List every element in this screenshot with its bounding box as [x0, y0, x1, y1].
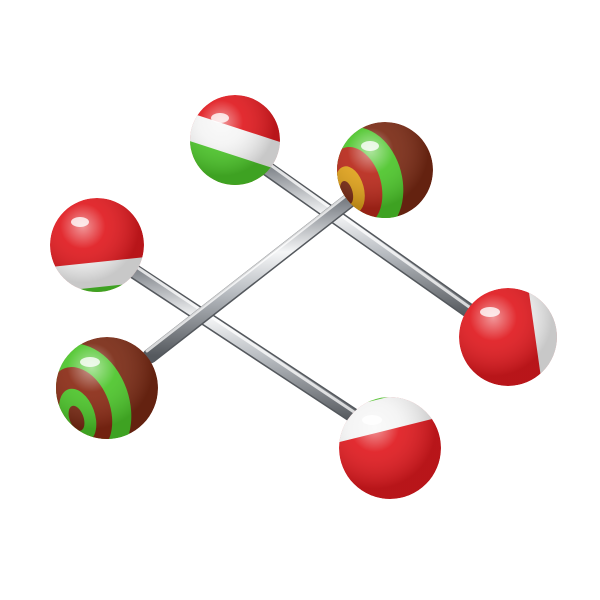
ball-red-white-green-bottom [339, 397, 441, 499]
ball-red-white-right [459, 288, 557, 386]
barbell-3 [142, 188, 363, 364]
ball-rasta-bottom [56, 337, 158, 439]
highlights [71, 113, 500, 425]
ball-red-white-green-left [50, 198, 144, 292]
ball-red-white-green-top [190, 95, 280, 185]
barbell-1 [247, 152, 483, 323]
barbell-2 [112, 254, 368, 428]
